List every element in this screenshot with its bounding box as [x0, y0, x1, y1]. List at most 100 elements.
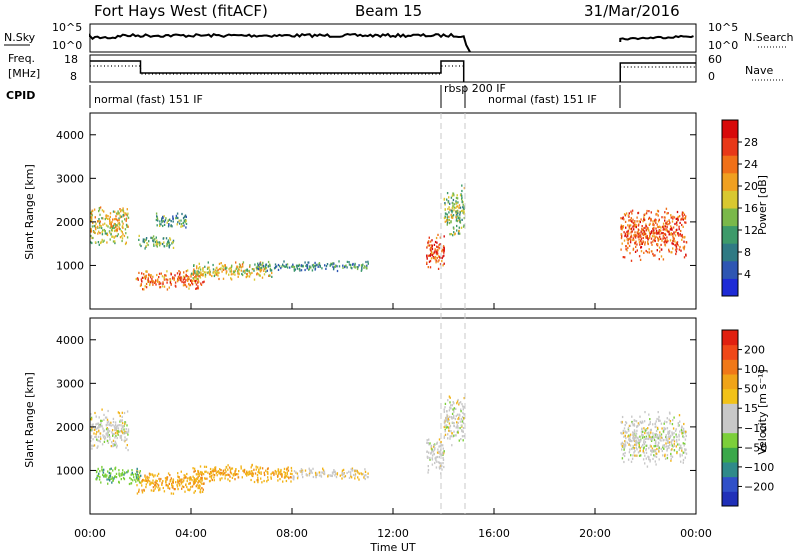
- nave-trace: [90, 65, 696, 75]
- velocity-cell: [671, 439, 674, 442]
- power-cell: [448, 196, 450, 199]
- power-cell: [136, 277, 139, 280]
- x-axis-ticks: 00:00 04:00 08:00 12:00 16:00 20:00 00:00: [74, 303, 712, 540]
- velocity-cell: [682, 442, 684, 445]
- velocity-cell: [229, 469, 232, 472]
- power-cell: [183, 277, 186, 280]
- freq-frame: [89, 54, 697, 83]
- power-cell: [463, 217, 465, 220]
- velocity-cell: [102, 430, 105, 433]
- velocity-cell: [644, 437, 646, 441]
- power-cell: [215, 267, 217, 270]
- power-cell: [674, 222, 676, 226]
- velocity-cell: [666, 417, 668, 420]
- velocity-cell: [111, 481, 113, 484]
- power-cell: [284, 265, 286, 268]
- velocity-cell: [315, 475, 317, 478]
- power-cell: [453, 206, 455, 209]
- velocity-cell: [658, 419, 660, 422]
- velocity-cell: [684, 448, 686, 452]
- power-cell: [681, 211, 684, 214]
- power-cell: [672, 242, 674, 246]
- power-cell: [623, 239, 626, 242]
- power-cell: [302, 264, 304, 267]
- velocity-cell: [212, 470, 214, 473]
- power-cell: [346, 260, 349, 263]
- power-cell: [204, 265, 206, 268]
- power-cell: [99, 232, 101, 235]
- power-cell: [163, 245, 165, 248]
- velocity-colorbar-swatch: [722, 344, 738, 360]
- velocity-cell: [649, 460, 651, 463]
- velocity-cell: [91, 423, 93, 426]
- velocity-cell: [649, 422, 651, 425]
- power-cell: [109, 238, 111, 241]
- power-cell: [363, 266, 365, 269]
- velocity-cell: [629, 448, 631, 451]
- power-cell: [348, 263, 351, 266]
- power-cell: [121, 220, 123, 223]
- power-cell: [669, 221, 671, 224]
- power-cell: [253, 268, 255, 271]
- power-cell: [102, 217, 104, 220]
- power-cell: [630, 228, 632, 231]
- velocity-cell: [654, 434, 657, 437]
- velocity-cell: [166, 476, 169, 479]
- velocity-cell: [121, 422, 124, 425]
- power-cell: [165, 217, 167, 220]
- power-cell: [449, 233, 451, 236]
- velocity-cell: [684, 432, 687, 435]
- power-cell: [164, 219, 167, 222]
- power-cell: [650, 250, 653, 253]
- velocity-cell: [139, 470, 141, 473]
- power-cell: [208, 269, 211, 272]
- power-cell: [447, 207, 449, 211]
- velocity-colorbar-tick-label: −50: [744, 441, 767, 454]
- power-cell: [651, 235, 654, 238]
- power-cell: [353, 265, 355, 268]
- velocity-cell: [179, 478, 181, 481]
- power-cell: [209, 273, 211, 276]
- power-cell: [665, 222, 667, 225]
- power-cell: [642, 233, 644, 236]
- power-cell: [160, 223, 162, 226]
- velocity-cell: [453, 422, 455, 425]
- velocity-cell: [207, 471, 209, 474]
- velocity-cell: [127, 428, 130, 431]
- velocity-cell: [431, 458, 434, 461]
- power-cell: [184, 280, 186, 283]
- velocity-cell: [245, 471, 248, 474]
- power-cell: [628, 224, 631, 227]
- power-cell: [198, 275, 200, 278]
- velocity-cell: [634, 443, 636, 446]
- power-cell: [637, 235, 639, 238]
- power-cell: [431, 245, 433, 248]
- power-cell: [207, 266, 209, 269]
- power-cell: [147, 243, 149, 247]
- power-cell: [164, 274, 166, 277]
- power-cell: [657, 210, 660, 213]
- velocity-cell: [669, 420, 672, 423]
- power-cell: [172, 220, 174, 223]
- velocity-cell: [214, 466, 217, 469]
- velocity-cell: [128, 482, 131, 486]
- velocity-cell: [199, 472, 201, 476]
- velocity-cell: [457, 398, 459, 402]
- velocity-cell: [623, 448, 625, 451]
- velocity-cell: [443, 450, 445, 453]
- power-cell: [672, 215, 674, 218]
- velocity-cell: [193, 477, 195, 480]
- velocity-cell: [648, 413, 650, 416]
- velocity-cell: [446, 424, 448, 427]
- power-colorbar-swatch: [722, 190, 738, 209]
- power-cell: [434, 240, 437, 244]
- velocity-cell: [462, 427, 465, 430]
- velocity-cell: [168, 487, 171, 490]
- power-cell: [241, 263, 244, 266]
- velocity-cell: [632, 454, 634, 457]
- power-cell: [91, 241, 93, 245]
- velocity-cell: [257, 481, 259, 484]
- power-cell: [444, 220, 446, 223]
- power-cell: [436, 241, 438, 244]
- power-cell: [296, 264, 299, 267]
